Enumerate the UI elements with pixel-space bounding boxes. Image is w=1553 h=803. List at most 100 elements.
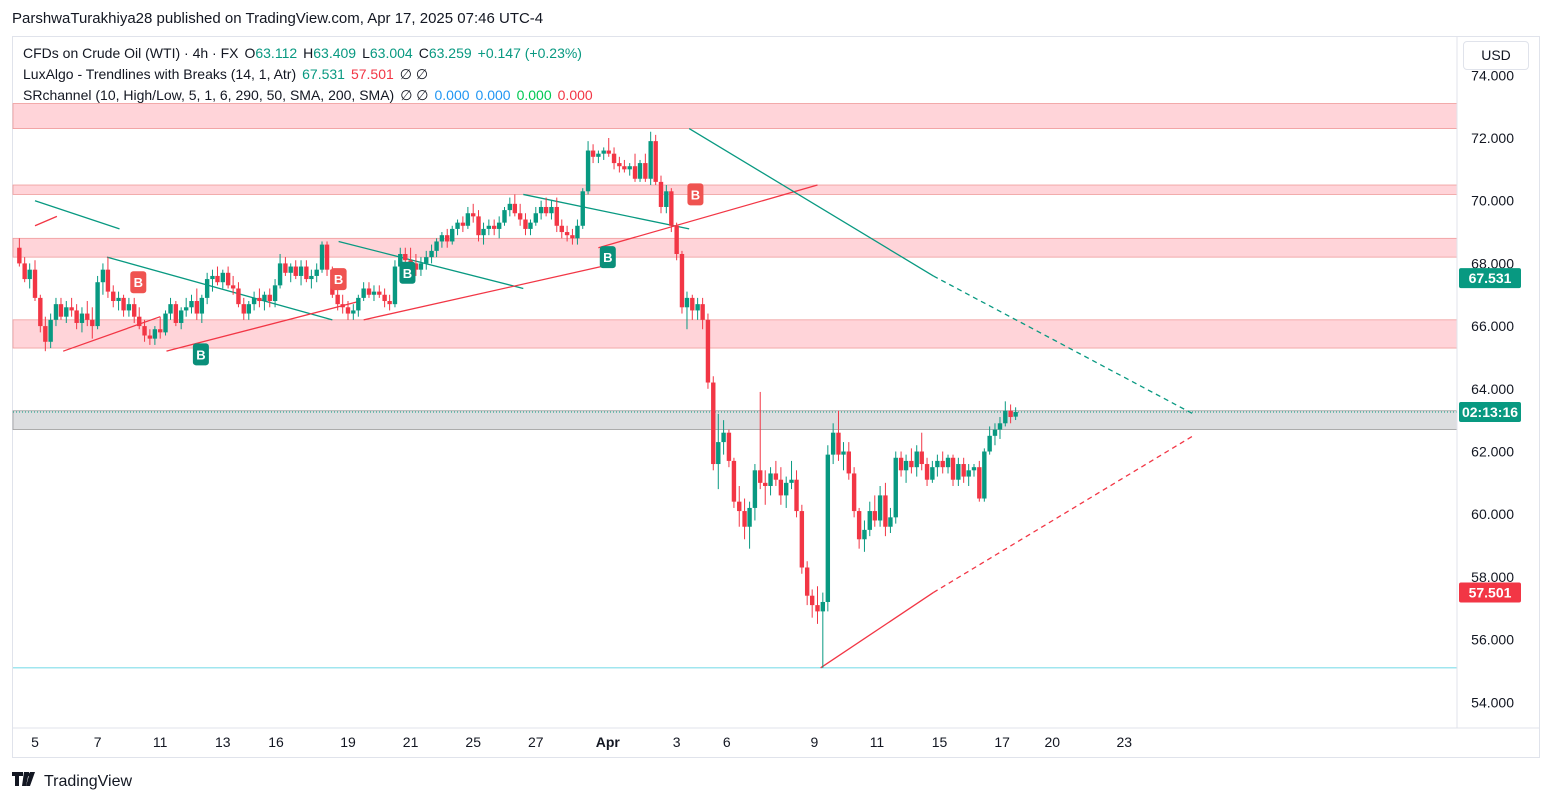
candle-down [611, 153, 617, 164]
signal-badge [399, 261, 416, 284]
candle-up [95, 282, 100, 327]
time-tick-label: 19 [340, 734, 356, 750]
candle-down [851, 473, 857, 512]
signal-buy: B [192, 343, 209, 366]
candle-down [142, 326, 147, 336]
candle-down [32, 269, 38, 298]
candle-up [439, 235, 445, 242]
candle-up [79, 313, 85, 323]
candle-down [460, 222, 466, 226]
candle-up [956, 464, 961, 480]
symbol-name[interactable]: CFDs on Crude Oil (WTI) · 4h · FX [23, 45, 239, 61]
candle-down [22, 263, 27, 280]
candle-down [606, 150, 611, 154]
candle-up [877, 495, 883, 521]
candle-down [836, 432, 841, 455]
candle-up [246, 304, 251, 314]
price-label-text: 02:13:16 [1462, 404, 1518, 420]
time-tick-label: 20 [1044, 734, 1060, 750]
time-tick-label: 21 [403, 734, 419, 750]
time-tick-label: 25 [465, 734, 481, 750]
candle-up [314, 269, 319, 276]
trendline [523, 193, 690, 230]
price-tick-label: 56.000 [1471, 632, 1514, 648]
candle-down [977, 467, 982, 499]
chart-frame[interactable] [12, 36, 1540, 758]
candle-down [773, 473, 779, 480]
indicator-name[interactable]: LuxAlgo - Trendlines with Breaks (14, 1,… [23, 66, 297, 82]
horizontal-lines [13, 411, 1457, 669]
candle-up [455, 222, 460, 229]
legend-symbol-row[interactable]: CFDs on Crude Oil (WTI) · 4h · FX O63.112… [23, 45, 588, 61]
candle-down [58, 304, 64, 317]
price-label-badge [1459, 268, 1521, 289]
candle-up [398, 253, 403, 267]
candle-up [199, 297, 205, 314]
candle-down [799, 511, 805, 568]
indicator-empty-values: ∅ ∅ [400, 87, 429, 103]
candle-down [476, 216, 481, 236]
time-tick-label: 23 [1116, 734, 1132, 750]
time-tick-label: 3 [673, 734, 681, 750]
trendline [338, 240, 524, 290]
candle-up [27, 269, 32, 280]
trendline [166, 300, 361, 352]
time-tick-label: 9 [810, 734, 818, 750]
time-axis[interactable]: 5 7 11 13 16 19 21 25 27 Apr 3 6 9 11 15 17 20 23 [31, 734, 1132, 750]
low-value: L63.004 [362, 45, 413, 61]
candle-up [637, 163, 643, 179]
legend-indicator-luxalgo[interactable]: LuxAlgo - Trendlines with Breaks (14, 1,… [23, 66, 434, 83]
candle-up [309, 275, 314, 280]
time-tick-label: 16 [268, 734, 284, 750]
sr-zone [12, 184, 1458, 195]
candle-up [424, 257, 429, 264]
candle-down [846, 451, 851, 474]
candle-up [356, 297, 361, 311]
candle-up [768, 473, 773, 486]
currency-button[interactable]: USD [1463, 41, 1529, 70]
indicator-name[interactable]: SRchannel (10, High/Low, 5, 1, 6, 290, 5… [23, 87, 395, 103]
candle-down [731, 460, 737, 502]
candle-down [69, 307, 74, 311]
candle-down [121, 297, 126, 311]
candle-up [272, 285, 278, 302]
legend-indicator-srchannel[interactable]: SRchannel (10, High/Low, 5, 1, 6, 290, 5… [23, 87, 599, 104]
candle-down [924, 464, 930, 480]
candle-down [324, 244, 330, 270]
trendline [688, 128, 934, 277]
trendline-projection [933, 275, 1194, 415]
candle-down [38, 297, 43, 327]
footer-brand[interactable]: TradingView [12, 772, 132, 791]
candle-up [575, 225, 580, 239]
candle-down [690, 297, 695, 311]
price-tick-label: 66.000 [1471, 318, 1514, 334]
candle-down [293, 266, 298, 276]
price-tick-label: 74.000 [1471, 67, 1514, 83]
price-tick-label: 72.000 [1471, 130, 1514, 146]
candle-up [277, 263, 283, 286]
tradingview-logo-icon [12, 772, 38, 791]
candle-down [158, 329, 163, 333]
candle-up [418, 263, 424, 270]
brand-name: TradingView [44, 772, 133, 790]
signal-markers: B B B B B B [130, 183, 704, 366]
time-tick-label: 6 [723, 734, 731, 750]
candle-up [64, 307, 69, 317]
candle-up [867, 511, 872, 530]
candle-down [737, 501, 742, 512]
candle-down [517, 213, 523, 220]
signal-badge [130, 271, 147, 294]
sr-zones [12, 103, 1458, 430]
price-label-badge [1459, 402, 1521, 423]
candle-up [752, 470, 758, 508]
candle-up [288, 266, 293, 273]
price-tick-label: 70.000 [1471, 193, 1514, 209]
price-axis[interactable]: 74.000 72.000 70.000 68.000 66.000 64.000 62.0… [1471, 67, 1514, 710]
candle-up [533, 213, 538, 223]
trendline-projection [932, 435, 1194, 594]
candle-up [684, 297, 690, 308]
candle-up [434, 241, 439, 251]
candle-down [872, 511, 877, 521]
candle-down [700, 304, 705, 320]
